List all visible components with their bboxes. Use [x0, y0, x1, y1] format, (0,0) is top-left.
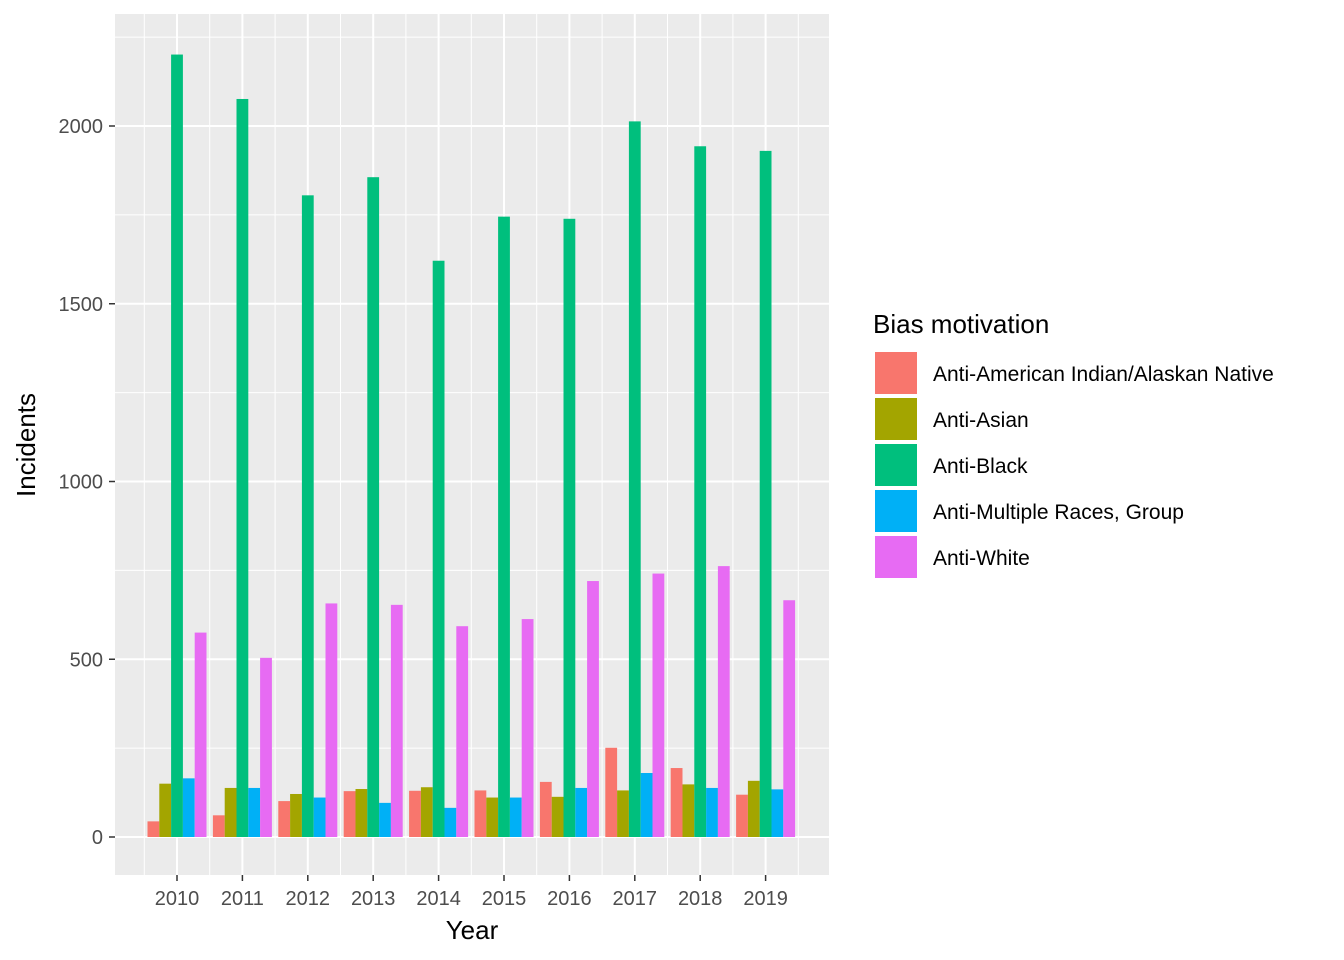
y-tick-label: 1500: [59, 294, 104, 316]
legend-label: Anti-White: [933, 547, 1030, 570]
legend-key: [875, 444, 917, 486]
x-tick-label: 2014: [416, 888, 461, 910]
bar: [474, 790, 487, 837]
bar: [587, 581, 599, 837]
bar: [486, 797, 499, 837]
grid-minor: [115, 14, 829, 875]
bar: [682, 784, 695, 837]
bar: [301, 195, 314, 837]
legend-label: Anti-Multiple Races, Group: [933, 501, 1184, 524]
bar: [159, 783, 172, 837]
bar: [432, 260, 445, 837]
bar: [182, 778, 195, 837]
x-tick-label: 2010: [155, 888, 200, 910]
bar: [783, 600, 796, 837]
legend-key: [875, 352, 917, 394]
bar: [313, 797, 326, 837]
y-tick-label: 1000: [59, 472, 104, 494]
y-tick-label: 0: [92, 827, 103, 849]
x-axis-title: Year: [446, 915, 499, 945]
legend-key: [875, 536, 917, 578]
bar: [652, 573, 665, 837]
bar: [212, 815, 225, 837]
y-axis: 0 500 1000 1500 2000: [59, 116, 115, 849]
y-tick-label: 500: [70, 649, 103, 671]
bar: [670, 768, 683, 837]
legend-label: Anti-American Indian/Alaskan Native: [933, 363, 1274, 386]
legend: Bias motivation Anti-American Indian/Ala…: [873, 309, 1274, 578]
bar: [236, 98, 249, 838]
bar: [194, 632, 207, 837]
x-tick-label: 2018: [678, 888, 723, 910]
bar: [575, 787, 588, 837]
legend-key: [875, 490, 917, 532]
bar: [747, 780, 760, 837]
bar: [694, 146, 707, 838]
bar: [248, 787, 261, 837]
bar: [605, 747, 618, 837]
bar: [771, 789, 784, 837]
bar: [539, 781, 552, 837]
x-tick-label: 2019: [743, 888, 788, 910]
bar: [521, 619, 534, 837]
bar: [563, 218, 576, 837]
bar: [171, 54, 183, 838]
x-tick-label: 2015: [482, 888, 527, 910]
legend-label: Anti-Asian: [933, 409, 1029, 432]
bar: [628, 121, 641, 838]
bar: [379, 802, 391, 837]
bar: [420, 787, 433, 837]
y-tick-label: 2000: [59, 116, 104, 138]
y-axis-title: Incidents: [11, 393, 41, 497]
x-tick-label: 2016: [547, 888, 592, 910]
bar: [736, 794, 748, 837]
bar: [367, 177, 380, 837]
bar: [290, 793, 302, 837]
legend-title: Bias motivation: [873, 309, 1049, 339]
bar: [355, 789, 368, 837]
legend-label: Anti-Black: [933, 455, 1028, 478]
bar: [444, 807, 457, 837]
bar: [278, 801, 291, 837]
bar: [717, 566, 730, 837]
bar: [498, 216, 510, 838]
x-tick-label: 2013: [351, 888, 396, 910]
bar: [456, 626, 469, 837]
bar: [390, 604, 403, 837]
x-tick-label: 2017: [613, 888, 658, 910]
bar: [147, 821, 160, 837]
bar: [325, 603, 338, 837]
legend-items: Anti-American Indian/Alaskan Native Anti-…: [875, 352, 1274, 578]
bar: [640, 773, 653, 837]
x-tick-label: 2011: [221, 888, 264, 910]
bar: [224, 787, 237, 837]
bar: [409, 790, 421, 837]
x-tick-label: 2012: [286, 888, 331, 910]
bar: [343, 791, 356, 837]
bar: [260, 657, 272, 837]
bar: [759, 150, 772, 837]
plot-panel: [115, 14, 829, 875]
x-axis: 2010 2011 2012 2013 2014 2015 2016 2017 2018 2019: [155, 875, 788, 910]
bar: [617, 790, 629, 837]
bar: [551, 796, 564, 837]
bar: [706, 787, 718, 837]
legend-key: [875, 398, 917, 440]
bars: [147, 54, 796, 838]
bar: [509, 797, 522, 837]
